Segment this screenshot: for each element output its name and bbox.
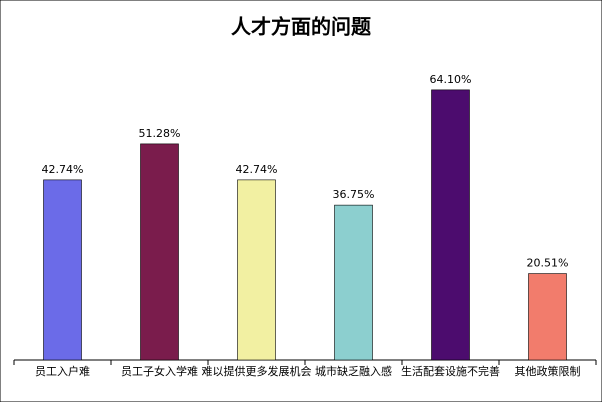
bar [43,179,82,361]
bar [237,179,276,361]
value-label: 42.74% [236,163,278,176]
x-tick-label: 员工子女入学难 [121,364,198,378]
bar [528,273,567,361]
x-tick-label: 城市缺乏融入感 [315,364,392,378]
value-label: 36.75% [333,188,375,201]
bar [431,89,470,361]
bar [140,143,179,361]
x-tick-label: 生活配套设施不完善 [401,364,500,378]
bar [334,204,373,361]
x-tick-label: 其他政策限制 [515,364,581,378]
value-label: 42.74% [42,163,84,176]
value-label: 51.28% [139,127,181,140]
x-tick-label: 难以提供更多发展机会 [202,364,312,378]
value-label: 20.51% [527,257,569,270]
chart-title: 人才方面的问题 [231,15,372,39]
value-label: 64.10% [430,73,472,86]
x-tick-label: 员工入户难 [35,364,90,378]
